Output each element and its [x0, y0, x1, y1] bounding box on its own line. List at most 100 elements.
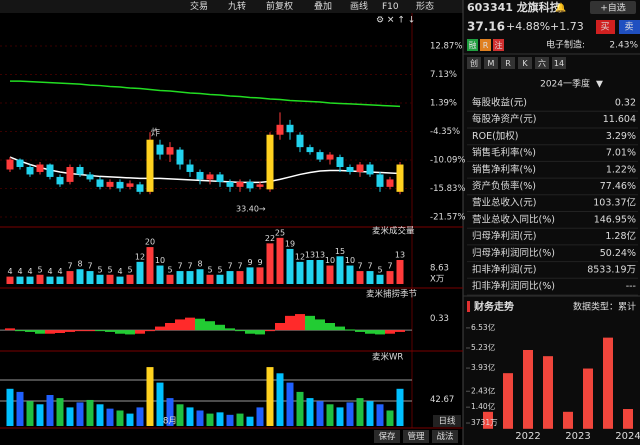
row-value: 0.32 [615, 98, 636, 109]
oscillator-bar [85, 330, 95, 332]
volume-label: 8 [197, 260, 202, 269]
row-label: ROE(加权) [472, 130, 519, 142]
candle-body [226, 181, 234, 187]
y-tick-label: 3.93亿 [471, 362, 496, 372]
icon[interactable]: K [522, 59, 528, 68]
sell-bg[interactable] [619, 20, 640, 34]
period-button[interactable]: 日线 [438, 416, 456, 427]
candle-body [206, 174, 214, 180]
toolbar-item[interactable]: 交易 [190, 0, 208, 12]
icon-bg[interactable] [535, 57, 549, 69]
volume-bar [306, 260, 314, 284]
wr-bar [346, 402, 354, 426]
volume-bar [216, 274, 224, 284]
action-button[interactable]: 保存 [378, 431, 396, 442]
wr-bar [216, 412, 224, 426]
volume-label: 7 [67, 262, 72, 271]
button-bg[interactable] [433, 415, 461, 427]
button-bg[interactable] [403, 430, 429, 443]
tag-bg [480, 39, 491, 51]
volume-label: 5 [207, 265, 212, 274]
oscillator-bar [185, 317, 195, 331]
toolbar-item[interactable]: 前复权 [266, 0, 293, 12]
volume-bar [136, 261, 144, 284]
wr-bar [76, 402, 84, 426]
button-bg[interactable] [432, 430, 458, 443]
row-value: 1.28亿 [605, 230, 636, 242]
icon[interactable]: 创 [470, 58, 478, 68]
annotation: 33.40→ [236, 205, 266, 214]
action-button[interactable]: 战法 [436, 431, 453, 442]
toolbar-item[interactable]: 画线 [350, 0, 368, 12]
wr-bar [156, 382, 164, 426]
icon[interactable]: M [488, 59, 495, 68]
row-value: 77.46% [600, 181, 636, 192]
icon[interactable]: 14 [554, 59, 564, 68]
y-tick-label: 7.13% [430, 70, 457, 80]
finance-bar [603, 337, 613, 429]
wr-bar [96, 404, 104, 426]
candle-body [286, 124, 294, 133]
volume-bar [116, 276, 124, 284]
icon-bg[interactable] [518, 57, 532, 69]
period-select[interactable]: 2024一季度 [540, 78, 590, 90]
row-label: 扣非净利润同比(%) [472, 280, 555, 292]
oscillator-bar [125, 330, 135, 335]
wr-bar [146, 367, 154, 426]
y-tick-label: 6.53亿 [471, 322, 496, 332]
wr-bar [66, 407, 74, 426]
row-label: 销售净利率(%) [472, 163, 536, 175]
wr-bar [356, 398, 364, 426]
toolbar-item[interactable]: 九转 [228, 0, 246, 12]
y-tick-label: 0.33 [430, 314, 449, 324]
buy-bg[interactable] [596, 20, 615, 34]
toolbar-item[interactable]: F10 [382, 2, 399, 12]
volume-bar [26, 276, 34, 284]
candle-body [186, 164, 194, 172]
wr-bar [246, 416, 254, 426]
wr-bar [166, 398, 174, 426]
icon-bg[interactable] [501, 57, 515, 69]
row-label: 扣非净利润(元) [472, 264, 536, 276]
volume-bar [246, 267, 254, 284]
icon[interactable]: 六 [538, 58, 546, 68]
action-button[interactable]: 管理 [407, 431, 425, 442]
dropdown-arrow[interactable]: ▼ [596, 80, 603, 90]
wr-bar [276, 373, 284, 426]
y-tick-label: -4.35% [430, 127, 460, 137]
row-label: 资产负债率(%) [472, 180, 536, 192]
finance-bar [503, 373, 513, 429]
x-tick-label: 2023 [565, 431, 590, 442]
volume-bar [76, 269, 84, 284]
icon-bg[interactable] [467, 57, 481, 69]
row-value: 11.604 [603, 114, 636, 125]
volume-bar [186, 271, 194, 284]
tag: R [483, 41, 489, 50]
oscillator-bar [265, 330, 275, 332]
bell-icon[interactable]: 🔔 [555, 3, 566, 14]
wr-bar [336, 407, 344, 426]
watch-button[interactable]: +自选 [600, 2, 626, 14]
toolbar-item[interactable]: 叠加 [314, 1, 332, 12]
panel-icons[interactable]: ⚙ ✕ ↑ ↓ [376, 16, 415, 26]
icon-bg[interactable] [484, 57, 498, 69]
wr-bar [236, 413, 244, 426]
icon-bg[interactable] [552, 57, 566, 69]
toolbar-item[interactable]: 形态 [416, 0, 434, 12]
watch-button-bg[interactable] [590, 1, 636, 14]
y-tick-label: 8.63 [430, 264, 449, 274]
buy-button[interactable]: 买 [600, 22, 609, 33]
candle-body [36, 164, 44, 172]
button-bg[interactable] [374, 430, 400, 443]
oscillator-bar [175, 319, 185, 331]
oscillator-bar [45, 330, 55, 334]
sell-button[interactable]: 卖 [624, 22, 633, 33]
icon[interactable]: R [505, 59, 511, 68]
oscillator-bar [65, 330, 75, 332]
volume-bar [226, 271, 234, 284]
volume-label: 7 [357, 262, 362, 271]
change-pct: +4.88% [506, 20, 550, 33]
row-value: 1.22% [606, 164, 636, 175]
volume-label: 7 [367, 262, 372, 271]
